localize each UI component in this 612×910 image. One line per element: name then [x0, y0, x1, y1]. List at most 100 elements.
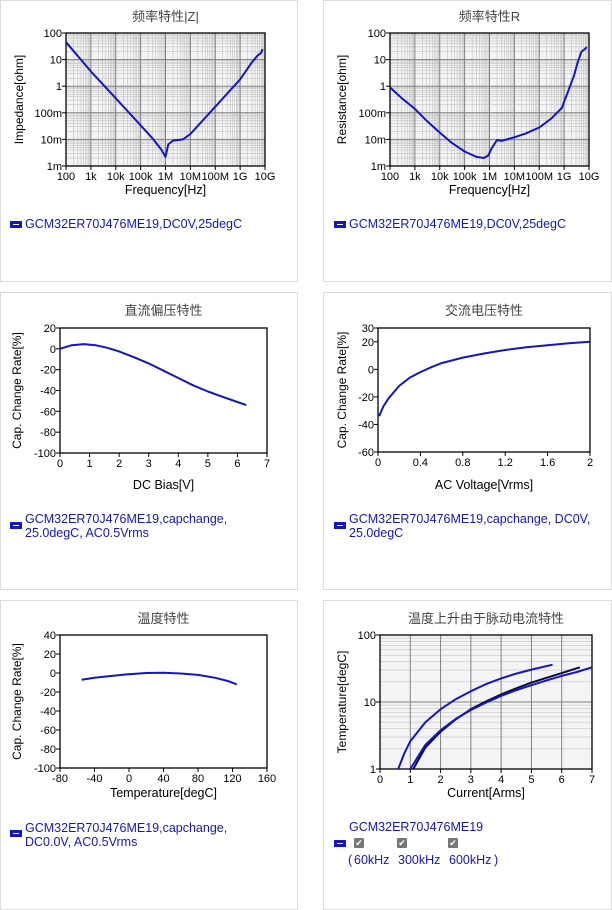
x-axis-label: Frequency[Hz]: [125, 183, 206, 197]
y-tick-label: 20: [362, 337, 374, 349]
series-line: [412, 666, 581, 769]
y-tick-label: -60: [40, 406, 56, 418]
series-line: [66, 41, 264, 158]
x-tick-label: 2: [438, 774, 444, 786]
chart-title: 温度特性: [137, 611, 189, 626]
y-tick-label: 10: [50, 55, 62, 67]
y-tick-label: -40: [40, 386, 56, 398]
series-line: [81, 671, 238, 686]
x-tick-label: -80: [52, 773, 68, 785]
x-tick-label: 80: [192, 773, 204, 785]
x-tick-label: 1: [407, 774, 413, 786]
plot-area: [378, 328, 590, 452]
y-tick-label: 10: [364, 697, 376, 709]
legend-paren-open: (: [348, 853, 353, 867]
legend-resistance: GCM32ER70J476ME19,DC0V,25degC: [349, 217, 567, 231]
y-axis-label: Temperature[degC]: [335, 651, 349, 754]
x-tick-label: 1M: [482, 171, 497, 183]
x-tick-label: 10G: [579, 171, 600, 183]
y-axis-label: Cap. Change Rate[%]: [335, 332, 349, 449]
panel-ripple-current: 0 1 2 3 4 5 6 7 1 10 100 温度上升由于脉动电流特性 Current[Arms] T…: [323, 600, 612, 910]
y-tick-label: 40: [44, 630, 56, 642]
series-line: [409, 666, 592, 769]
y-tick-label: 1: [56, 81, 62, 93]
series-line: [390, 46, 588, 159]
chart-title: 交流电压特性: [445, 303, 523, 318]
x-axis-label: AC Voltage[Vrms]: [435, 478, 533, 492]
legend-collapse-icon[interactable]: [334, 840, 346, 847]
impedance-chart: 100 1k 10k 100k 1M 10M 100M 1G 10G 1m 10m 100m 1 10 10…: [12, 9, 275, 197]
y-tick-label: -60: [40, 725, 56, 737]
x-tick-label: 120: [223, 773, 241, 785]
checkbox-60khz[interactable]: ✔: [354, 838, 364, 848]
x-tick-label: 0: [377, 774, 383, 786]
x-tick-label: 1G: [233, 171, 248, 183]
legend-collapse-icon[interactable]: [10, 522, 22, 529]
x-tick-label: 1k: [85, 171, 97, 183]
y-tick-label: 30: [362, 323, 374, 335]
panel-ac-voltage: 0 0.4 0.8 1.2 1.6 2 -60 -40 -20 0 20 30 交流电压特性 AC Vol…: [323, 292, 612, 590]
legend-dc-bias: GCM32ER70J476ME19,capchange, 25.0degC, A…: [25, 512, 227, 540]
x-tick-label: 0.4: [413, 457, 428, 469]
plot-area: [60, 635, 267, 768]
legend-collapse-icon[interactable]: [10, 221, 22, 228]
legend-line-1: GCM32ER70J476ME19,capchange,: [25, 821, 228, 835]
legend-line-1: GCM32ER70J476ME19,capchange, DC0V,: [349, 512, 591, 526]
panel-impedance: 100 1k 10k 100k 1M 10M 100M 1G 10G 1m 10m 100m 1 10 10…: [0, 0, 298, 282]
legend-ac-voltage: GCM32ER70J476ME19,capchange, DC0V, 25.0d…: [349, 512, 590, 540]
x-tick-label: 1.2: [498, 457, 513, 469]
x-tick-label: 100: [381, 171, 399, 183]
legend-collapse-icon[interactable]: [10, 830, 22, 837]
dc-bias-chart: 0 1 2 3 4 5 6 7 -100 -80 -60 -40 -20 0 20 直流偏压特性 DC Bias…: [10, 303, 270, 492]
x-tick-label: 1k: [409, 171, 421, 183]
x-tick-label: 100M: [201, 171, 229, 183]
x-tick-label: 0.8: [455, 457, 470, 469]
y-axis-label: Cap. Change Rate[%]: [10, 332, 24, 449]
y-tick-label: 100: [44, 28, 62, 40]
y-axis-label: Cap. Change Rate[%]: [10, 643, 24, 760]
legend-freq-60khz: 60kHz: [354, 853, 390, 867]
x-tick-label: 40: [157, 773, 169, 785]
x-tick-label: 3: [146, 458, 152, 470]
x-tick-label: 100M: [525, 171, 553, 183]
y-tick-label: 100m: [358, 108, 386, 120]
legend-paren-close: ): [494, 853, 499, 867]
y-tick-label: -100: [34, 763, 56, 775]
x-tick-label: 10M: [504, 171, 525, 183]
y-tick-label: -40: [358, 419, 374, 431]
y-tick-label: 1: [370, 764, 376, 776]
x-tick-label: -40: [87, 773, 103, 785]
panel-dc-bias: 0 1 2 3 4 5 6 7 -100 -80 -60 -40 -20 0 20 直流偏压特性 DC Bias…: [0, 292, 298, 590]
x-tick-label: 10M: [180, 171, 201, 183]
x-tick-label: 10k: [107, 171, 125, 183]
ac-voltage-chart: 0 0.4 0.8 1.2 1.6 2 -60 -40 -20 0 20 30 交流电压特性 AC Vol…: [335, 303, 593, 492]
y-tick-label: -20: [40, 365, 56, 377]
chart-title: 频率特性R: [459, 9, 520, 24]
temperature-chart: -80 -40 0 40 80 120 160-100-80-60-40-2002040温度…: [10, 611, 276, 800]
chart-title: 温度上升由于脉动电流特性: [408, 611, 564, 626]
y-tick-label: 20: [44, 649, 56, 661]
x-axis-label: DC Bias[V]: [133, 478, 194, 492]
y-tick-label: -20: [40, 687, 56, 699]
legend-collapse-icon[interactable]: [334, 221, 346, 228]
y-axis-label: Resistance[ohm]: [335, 55, 349, 144]
legend-collapse-icon[interactable]: [334, 522, 346, 529]
x-tick-label: 7: [264, 458, 270, 470]
series-line: [397, 663, 553, 769]
x-axis-label: Current[Arms]: [447, 786, 525, 800]
y-tick-label: 0: [50, 344, 56, 356]
checkbox-600khz[interactable]: ✔: [448, 838, 458, 848]
checkbox-300khz[interactable]: ✔: [397, 838, 407, 848]
chart-title: 直流偏压特性: [124, 303, 202, 318]
x-tick-label: 6: [559, 774, 565, 786]
x-tick-label: 0: [126, 773, 132, 785]
y-tick-label: 20: [44, 323, 56, 335]
y-tick-label: 100: [368, 28, 386, 40]
ripple-current-chart: 0 1 2 3 4 5 6 7110100温度上升由于脉动电流特性Current[Arms]T…: [335, 611, 595, 800]
x-tick-label: 3: [468, 774, 474, 786]
y-tick-label: 10m: [365, 134, 386, 146]
legend-line-2: 25.0degC, AC0.5Vrms: [25, 526, 149, 540]
legend-freq-600khz: 600kHz: [449, 853, 492, 867]
x-tick-label: 10k: [431, 171, 449, 183]
y-tick-label: 100m: [34, 108, 62, 120]
